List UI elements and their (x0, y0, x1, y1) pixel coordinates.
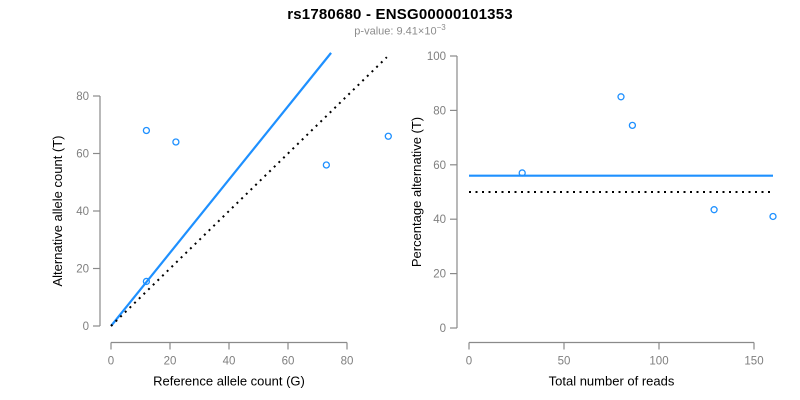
x-tick-label: 0 (466, 356, 472, 368)
pvalue-exponent: −3 (436, 23, 446, 32)
y-tick-label: 60 (76, 149, 89, 161)
x-tick-label: 60 (282, 356, 295, 368)
data-point (617, 93, 625, 101)
data-point (628, 121, 637, 130)
data-point (518, 169, 526, 177)
pvalue-text: p-value: 9.41×10 (354, 25, 437, 38)
y-tick-label: 80 (76, 91, 89, 103)
y-tick-label: 20 (433, 269, 446, 281)
y-tick-label: 60 (433, 160, 446, 172)
data-point (322, 161, 331, 169)
y-tick-label: 40 (76, 206, 89, 218)
y-tick-label: 0 (440, 323, 446, 335)
y-tick-label: 20 (76, 264, 89, 276)
x-axis-title: Total number of reads (549, 374, 675, 389)
data-point (142, 126, 151, 135)
y-axis-title: Percentage alternative (T) (409, 117, 424, 267)
x-tick-label: 100 (649, 356, 668, 368)
x-tick-label: 20 (164, 356, 177, 368)
x-tick-label: 0 (108, 356, 114, 368)
y-tick-label: 80 (433, 105, 446, 117)
chart-title: rs1780680 - ENSG00000101353 (287, 6, 513, 23)
x-tick-label: 150 (744, 356, 763, 368)
x-tick-label: 80 (341, 356, 354, 368)
y-tick-label: 40 (433, 214, 446, 226)
data-point (710, 206, 718, 214)
x-tick-label: 50 (558, 356, 571, 368)
y-tick-label: 100 (427, 51, 446, 63)
y-tick-label: 0 (83, 321, 89, 333)
data-point (769, 212, 777, 221)
y-axis-title: Alternative allele count (T) (50, 135, 65, 286)
data-point (384, 132, 392, 140)
data-point (142, 277, 151, 286)
data-point (172, 138, 180, 146)
x-tick-label: 40 (223, 356, 236, 368)
fit-line (110, 52, 332, 327)
chart-subtitle: p-value: 9.41×10−3 (0, 24, 800, 38)
x-axis-title: Reference allele count (G) (153, 374, 305, 389)
reference-dotted-line (110, 56, 388, 327)
